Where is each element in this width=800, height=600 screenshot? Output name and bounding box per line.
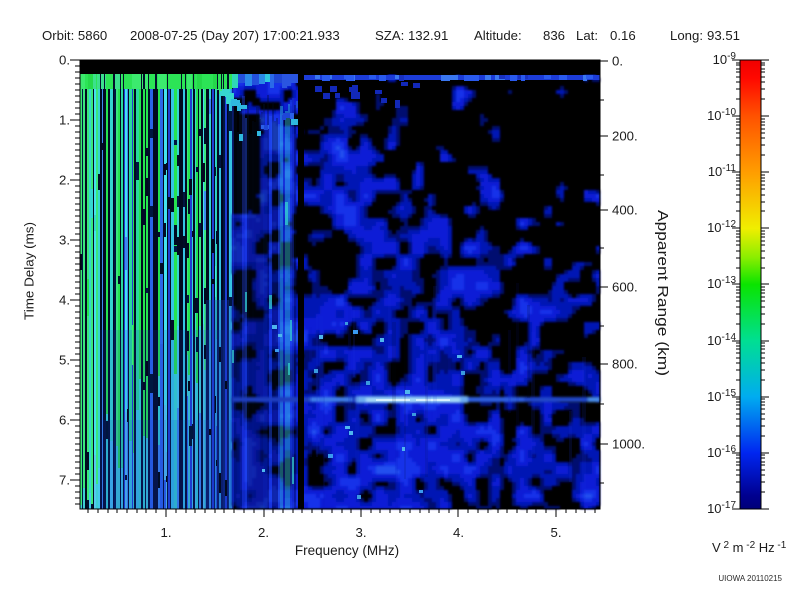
svg-text:Apparent Range (km): Apparent Range (km) [654, 210, 671, 376]
svg-text:93.51: 93.51 [707, 28, 740, 43]
svg-text:600.: 600. [612, 280, 638, 295]
svg-text:Altitude:: Altitude: [474, 28, 522, 43]
svg-text:UIOWA 20110215: UIOWA 20110215 [718, 574, 782, 583]
svg-text:SZA: 132.91: SZA: 132.91 [375, 28, 448, 43]
svg-text:6.: 6. [59, 413, 70, 428]
svg-text:800.: 800. [612, 357, 638, 372]
svg-text:400.: 400. [612, 203, 638, 218]
svg-text:1.: 1. [59, 113, 70, 128]
svg-text:Frequency (MHz): Frequency (MHz) [295, 543, 399, 558]
svg-text:4.: 4. [453, 525, 464, 540]
svg-text:Long:: Long: [670, 28, 703, 43]
svg-text:4.: 4. [59, 293, 70, 308]
svg-text:5.: 5. [59, 353, 70, 368]
svg-text:3.: 3. [59, 233, 70, 248]
svg-text:0.16: 0.16 [610, 28, 636, 43]
svg-text:1000.: 1000. [612, 437, 645, 452]
svg-text:Orbit: 5860: Orbit: 5860 [42, 28, 107, 43]
svg-text:2.: 2. [258, 525, 269, 540]
svg-text:200.: 200. [612, 129, 638, 144]
svg-text:2008-07-25 (Day 207) 17:00:21.: 2008-07-25 (Day 207) 17:00:21.933 [130, 28, 340, 43]
svg-text:1.: 1. [161, 525, 172, 540]
svg-text:7.: 7. [59, 473, 70, 488]
svg-text:3.: 3. [356, 525, 367, 540]
svg-text:Lat:: Lat: [576, 28, 598, 43]
svg-text:2.: 2. [59, 173, 70, 188]
svg-text:V 2 m -2 Hz -1: V 2 m -2 Hz -1 [712, 540, 787, 555]
svg-text:5.: 5. [551, 525, 562, 540]
svg-text:0.: 0. [59, 53, 70, 68]
svg-text:836: 836 [543, 28, 565, 43]
svg-text:0.: 0. [612, 54, 623, 69]
svg-text:Time Delay (ms): Time Delay (ms) [22, 222, 37, 320]
